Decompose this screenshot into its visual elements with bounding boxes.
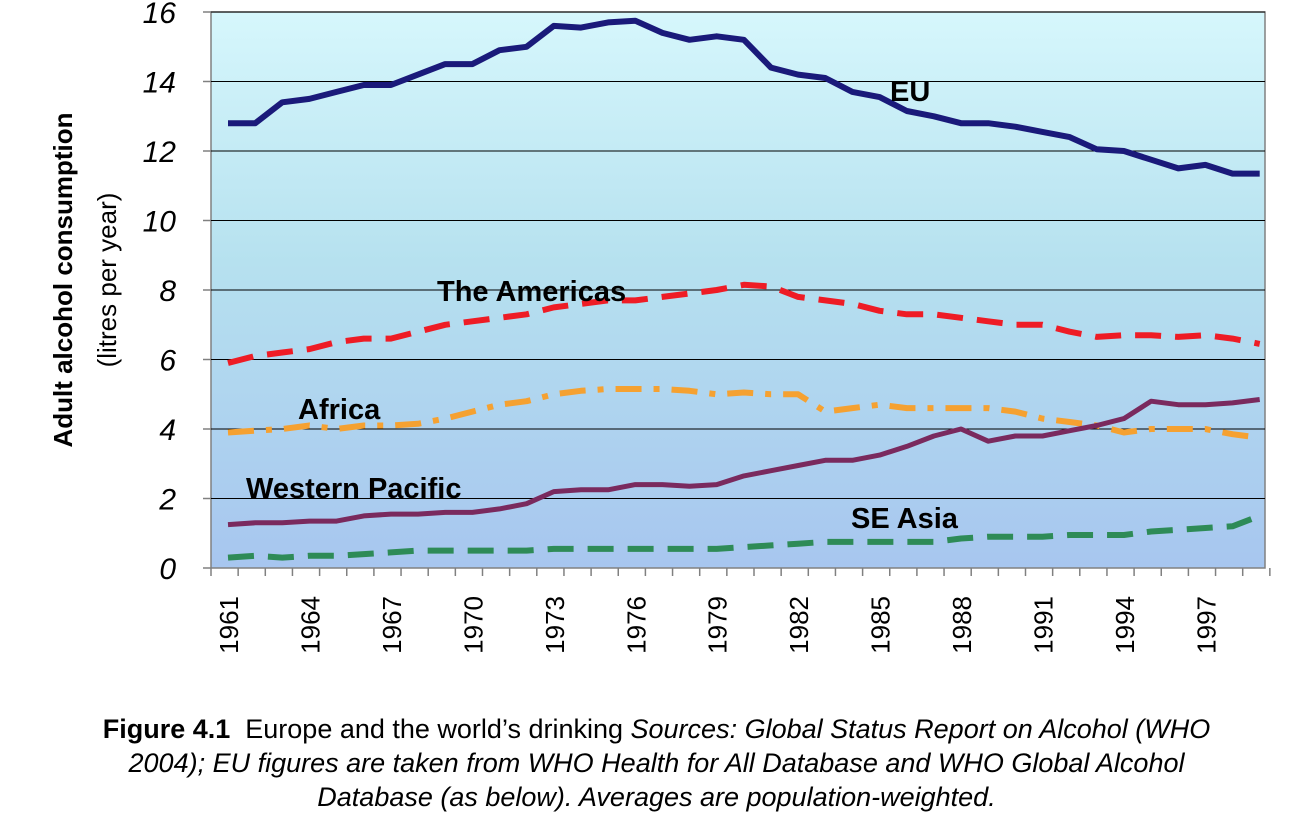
x-tick-label: 1961 (214, 596, 244, 654)
y-tick-label: 10 (143, 206, 177, 239)
caption-title: Europe and the world’s drinking (230, 714, 631, 744)
x-tick-label: 1997 (1191, 596, 1221, 654)
x-tick-label: 1991 (1029, 596, 1059, 654)
x-tick-label: 1973 (540, 596, 570, 654)
y-axis-ticks: 0 2 4 6 8 10 12 14 16 (143, 0, 211, 586)
x-tick-label: 1982 (784, 596, 814, 654)
caption-line-3: Database (as below). Averages are popula… (317, 782, 996, 812)
y-tick-label: 4 (159, 414, 176, 447)
y-axis-title: Adult alcohol consumption (litres per ye… (48, 112, 122, 447)
x-tick-label: 1985 (866, 596, 896, 654)
series-label-western-pacific: Western Pacific (246, 473, 461, 505)
series-label-eu: EU (890, 76, 930, 108)
figure-number: Figure 4.1 (102, 714, 231, 744)
series-label-americas: The Americas (437, 276, 626, 308)
y-tick-label: 12 (143, 136, 177, 169)
x-tick-label: 1967 (377, 596, 407, 654)
series-line-africa (227, 386, 1261, 441)
x-tick-label: 1976 (621, 596, 651, 654)
y-tick-label: 2 (158, 484, 176, 517)
series-label-se-asia: SE Asia (851, 503, 959, 535)
y-axis-label: Adult alcohol consumption (48, 112, 78, 447)
y-tick-label: 14 (143, 67, 176, 100)
y-tick-label: 6 (159, 345, 176, 378)
caption-line-2: 2004); EU figures are taken from WHO Hea… (128, 748, 1185, 778)
x-tick-label: 1994 (1110, 596, 1140, 654)
x-tick-label: 1964 (295, 596, 325, 654)
x-tick-label: 1988 (947, 596, 977, 654)
series-label-africa: Africa (298, 394, 381, 426)
x-tick-label: 1979 (703, 596, 733, 654)
series-line-western-pacific (227, 397, 1261, 528)
caption-sources: Sources: Global Status Report on Alcohol… (630, 714, 1211, 744)
figure-caption: Figure 4.1 Europe and the world’s drinki… (0, 712, 1313, 814)
series-line-se-asia (227, 513, 1261, 561)
series-lines (227, 17, 1261, 561)
x-axis-ticks: 1961 1964 1967 1970 1973 1976 1979 1982 1985 1988… (210, 568, 1271, 654)
y-tick-label: 8 (159, 275, 176, 308)
y-tick-label: 0 (159, 553, 176, 586)
series-line-the-americas (227, 281, 1261, 366)
x-tick-label: 1970 (458, 596, 488, 654)
y-tick-label: 16 (143, 0, 177, 30)
series-labels: EU The Americas Africa Western Pacific S… (246, 76, 959, 535)
series-line-eu (228, 17, 1260, 177)
y-axis-sublabel: (litres per year) (92, 193, 122, 368)
